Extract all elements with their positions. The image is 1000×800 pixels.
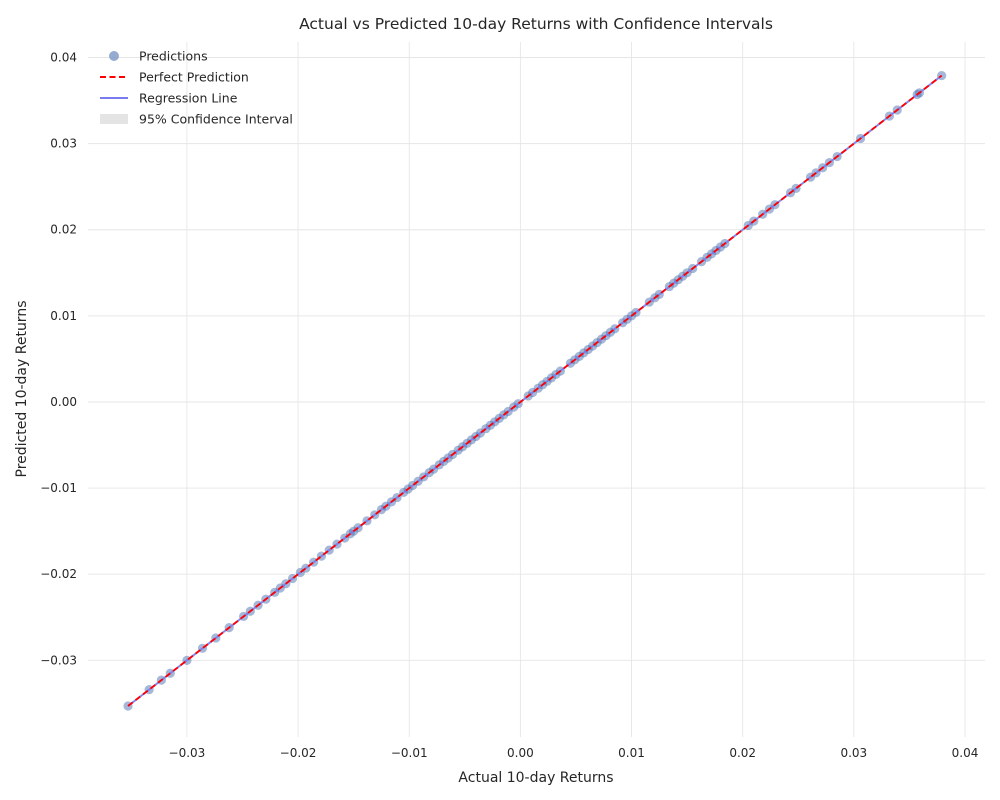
chart-title: Actual vs Predicted 10-day Returns with … [299, 15, 773, 33]
x-tick-label: 0.03 [840, 746, 867, 760]
x-tick-label: 0.02 [729, 746, 756, 760]
x-tick-label: −0.03 [169, 746, 206, 760]
x-tick-label: 0.04 [952, 746, 979, 760]
y-tick-label: 0.04 [50, 51, 77, 65]
y-axis-ticks: −0.03 −0.02 −0.01 0.00 0.01 0.02 0.03 0.04 [40, 51, 77, 668]
legend-label: Predictions [139, 49, 208, 64]
y-tick-label: 0.00 [50, 395, 77, 409]
legend-label: Perfect Prediction [139, 70, 249, 85]
legend-label: Regression Line [139, 91, 238, 106]
legend-swatch-confidence [100, 114, 128, 124]
grid [88, 42, 985, 737]
x-tick-label: 0.00 [507, 746, 534, 760]
x-tick-label: −0.02 [280, 746, 317, 760]
x-tick-label: 0.01 [618, 746, 645, 760]
legend-marker-predictions [109, 51, 119, 61]
x-tick-label: −0.01 [391, 746, 428, 760]
x-axis-ticks: −0.03 −0.02 −0.01 0.00 0.01 0.02 0.03 0.04 [169, 746, 979, 760]
legend: Predictions Perfect Prediction Regression … [100, 49, 293, 127]
y-tick-label: 0.03 [50, 137, 77, 151]
y-axis-label: Predicted 10-day Returns [14, 301, 30, 478]
y-tick-label: −0.01 [40, 481, 77, 495]
legend-label: 95% Confidence Interval [139, 112, 293, 127]
y-tick-label: 0.01 [50, 309, 77, 323]
y-tick-label: −0.02 [40, 567, 77, 581]
y-tick-label: −0.03 [40, 653, 77, 667]
x-axis-label: Actual 10-day Returns [458, 770, 613, 786]
y-tick-label: 0.02 [50, 223, 77, 237]
fit-lines [127, 74, 943, 707]
perfect-prediction-line [127, 74, 943, 707]
